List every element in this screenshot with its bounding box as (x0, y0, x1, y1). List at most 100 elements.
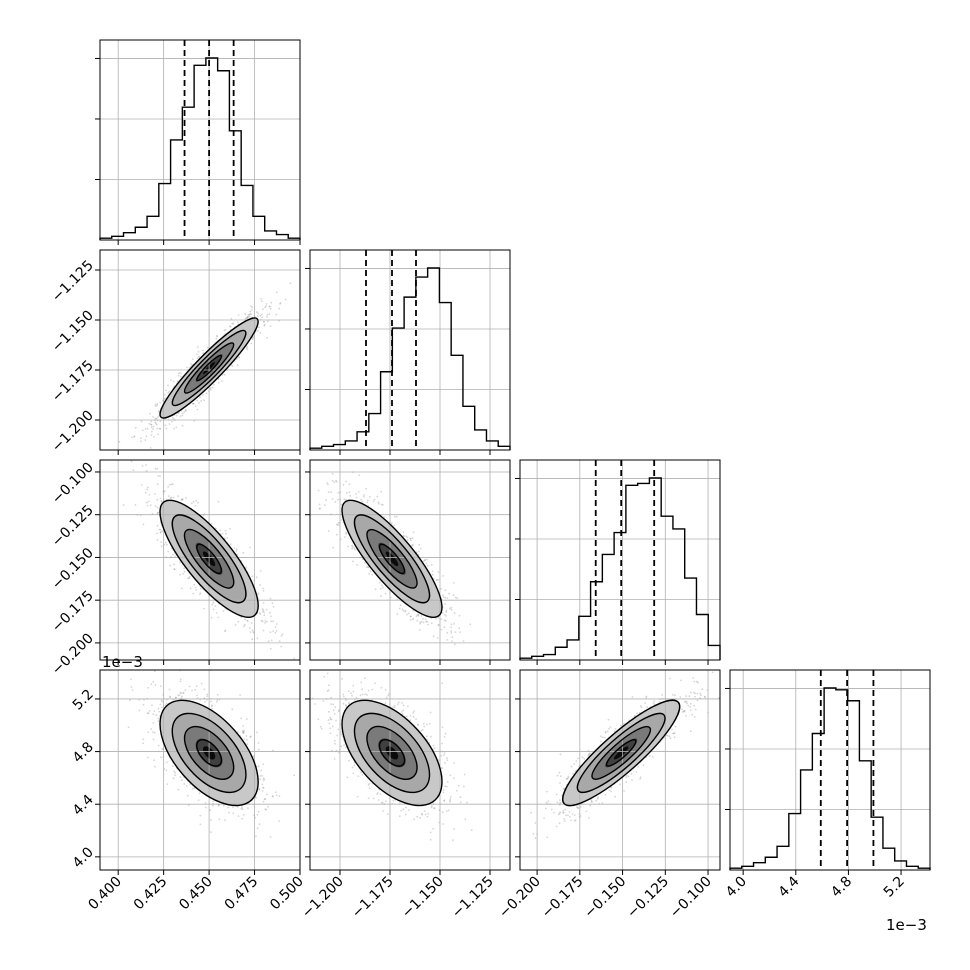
scatter-point (342, 483, 345, 486)
scatter-point (229, 527, 232, 530)
scatter-point (418, 543, 421, 546)
scatter-point (420, 620, 423, 623)
scatter-point (154, 505, 157, 507)
scatter-point (275, 291, 278, 294)
scatter-point (411, 544, 414, 547)
scatter-point (260, 300, 263, 303)
scatter-point (348, 491, 351, 494)
scatter-point (159, 401, 162, 404)
scatter-point (131, 689, 134, 691)
scatter-point (144, 439, 147, 441)
scatter-point (280, 645, 282, 648)
scatter-point (376, 495, 379, 498)
scatter-point (454, 596, 457, 599)
scatter-point (195, 589, 197, 591)
scatter-point (437, 624, 440, 627)
scatter-point (256, 814, 259, 816)
scatter-point (270, 639, 273, 642)
scatter-point (232, 806, 234, 808)
scatter-point (194, 505, 197, 507)
scatter-point (444, 620, 447, 622)
scatter-point (202, 349, 204, 352)
scatter-point (407, 612, 410, 615)
scatter-point (409, 618, 412, 621)
scatter-point (194, 688, 197, 691)
scatter-point (444, 603, 446, 605)
scatter-point (189, 587, 192, 590)
scatter-point (181, 498, 183, 500)
scatter-point (270, 301, 273, 304)
scatter-point (279, 302, 282, 304)
scatter-point (345, 533, 348, 535)
scatter-point (279, 303, 281, 305)
scatter-point (190, 502, 193, 505)
scatter-point (504, 683, 506, 685)
scatter-point (153, 436, 155, 438)
scatter-point (251, 338, 254, 341)
scatter-point (159, 703, 162, 706)
scatter-point (336, 523, 338, 526)
scatter-point (180, 375, 183, 378)
scatter-point (199, 592, 202, 594)
scatter-point (262, 609, 265, 612)
scatter-point (327, 530, 330, 532)
scatter-point (146, 486, 149, 489)
scatter-point (422, 621, 425, 624)
scatter-point (251, 629, 254, 632)
scatter-point (187, 577, 190, 580)
scatter-point (262, 629, 265, 632)
scatter-point (142, 703, 145, 706)
scatter-point (196, 346, 199, 348)
scatter-point (249, 313, 252, 315)
scatter-point (186, 366, 188, 369)
scatter-point (365, 566, 368, 569)
scatter-point (416, 613, 419, 616)
scatter-point (196, 399, 199, 402)
scatter-point (175, 414, 178, 417)
scatter-point (382, 586, 384, 589)
scatter-point (171, 420, 173, 423)
scatter-point (278, 795, 281, 797)
scatter-point (293, 657, 296, 660)
scatter-point (122, 504, 125, 506)
scatter-point (430, 622, 433, 625)
scatter-point (351, 544, 353, 547)
scatter-point (182, 498, 184, 501)
scatter-point (246, 345, 249, 348)
scatter-point (150, 434, 153, 436)
scatter-point (405, 535, 408, 538)
scatter-point (172, 380, 175, 383)
scatter-point (167, 550, 170, 553)
scatter-point (152, 713, 155, 716)
scatter-point (262, 587, 265, 590)
scatter-point (436, 637, 439, 639)
scatter-point (355, 493, 357, 495)
scatter-point (214, 605, 217, 608)
scatter-point (190, 363, 192, 365)
scatter-point (183, 411, 186, 413)
scatter-point (269, 647, 272, 650)
scatter-point (453, 623, 455, 625)
scatter-point (248, 315, 251, 318)
scatter-point (178, 372, 181, 375)
scatter-point (352, 560, 354, 563)
scatter-point (216, 334, 218, 337)
scatter-point (210, 700, 212, 703)
scatter-point (267, 640, 270, 642)
scatter-point (453, 643, 456, 646)
scatter-point (258, 612, 261, 614)
scatter-point (262, 590, 265, 592)
scatter-point (247, 807, 249, 810)
scatter-point (138, 709, 141, 712)
scatter-point (189, 783, 191, 785)
scatter-point (246, 743, 249, 746)
scatter-point (390, 522, 393, 524)
scatter-point (141, 429, 144, 432)
scatter-point (249, 310, 252, 313)
scatter-point (197, 350, 200, 353)
scatter-point (155, 405, 157, 408)
scatter-point (133, 435, 136, 438)
scatter-point (154, 403, 157, 406)
scatter-point (340, 519, 343, 521)
scatter-point (179, 573, 181, 576)
